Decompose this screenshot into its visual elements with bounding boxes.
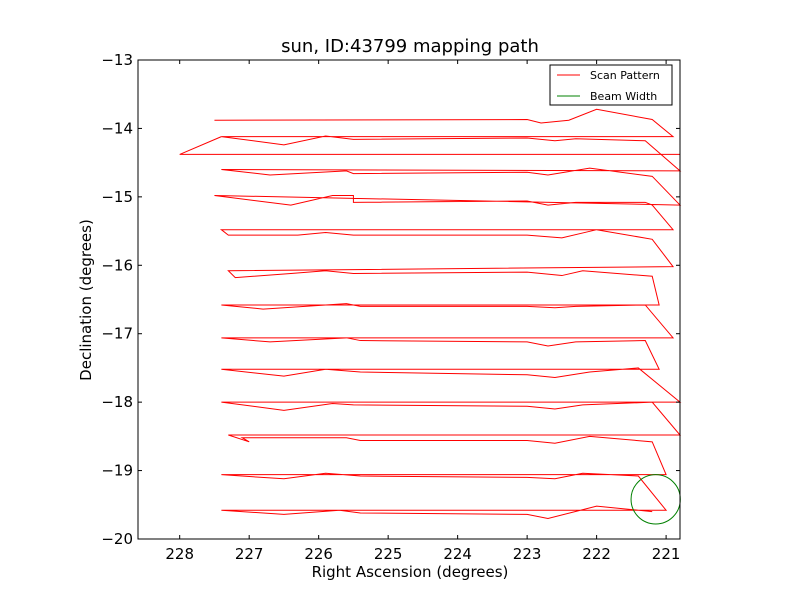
y-tick-label: −18 bbox=[101, 393, 133, 411]
x-axis-ticks: 228 227 226 225 224 223 222 221 bbox=[165, 60, 680, 563]
x-tick-label: 228 bbox=[165, 545, 194, 563]
y-tick-label: −17 bbox=[101, 325, 133, 343]
legend-label-scan-pattern: Scan Pattern bbox=[590, 69, 660, 82]
y-axis-ticks: −13 −14 −15 −16 −17 −18 −19 −20 bbox=[101, 51, 680, 548]
x-tick-label: 224 bbox=[443, 545, 472, 563]
legend-label-beam-width: Beam Width bbox=[590, 90, 657, 103]
series-layer bbox=[179, 108, 682, 519]
x-tick-label: 223 bbox=[513, 545, 542, 563]
y-tick-label: −14 bbox=[101, 119, 133, 137]
y-axis-label: Declination (degrees) bbox=[77, 219, 95, 381]
x-axis-label: Right Ascension (degrees) bbox=[312, 563, 509, 581]
series-segment-scan-pattern bbox=[179, 136, 680, 155]
chart-title: sun, ID:43799 mapping path bbox=[281, 36, 539, 57]
y-tick-label: −15 bbox=[101, 188, 133, 206]
axes-background bbox=[138, 60, 680, 539]
legend-box bbox=[549, 64, 673, 106]
y-tick-label: −16 bbox=[101, 256, 133, 274]
series-line-scan-pattern bbox=[214, 108, 682, 519]
x-tick-label: 227 bbox=[235, 545, 264, 563]
y-tick-label: −13 bbox=[101, 51, 133, 69]
axes-frame bbox=[137, 59, 681, 540]
x-tick-label: 221 bbox=[652, 545, 681, 563]
x-tick-label: 222 bbox=[582, 545, 611, 563]
y-tick-label: −19 bbox=[101, 462, 133, 480]
x-tick-label: 226 bbox=[304, 545, 333, 563]
legend: Scan Pattern Beam Width bbox=[549, 64, 673, 106]
plot-area bbox=[137, 59, 682, 540]
y-tick-label: −20 bbox=[101, 530, 133, 548]
x-tick-label: 225 bbox=[374, 545, 403, 563]
